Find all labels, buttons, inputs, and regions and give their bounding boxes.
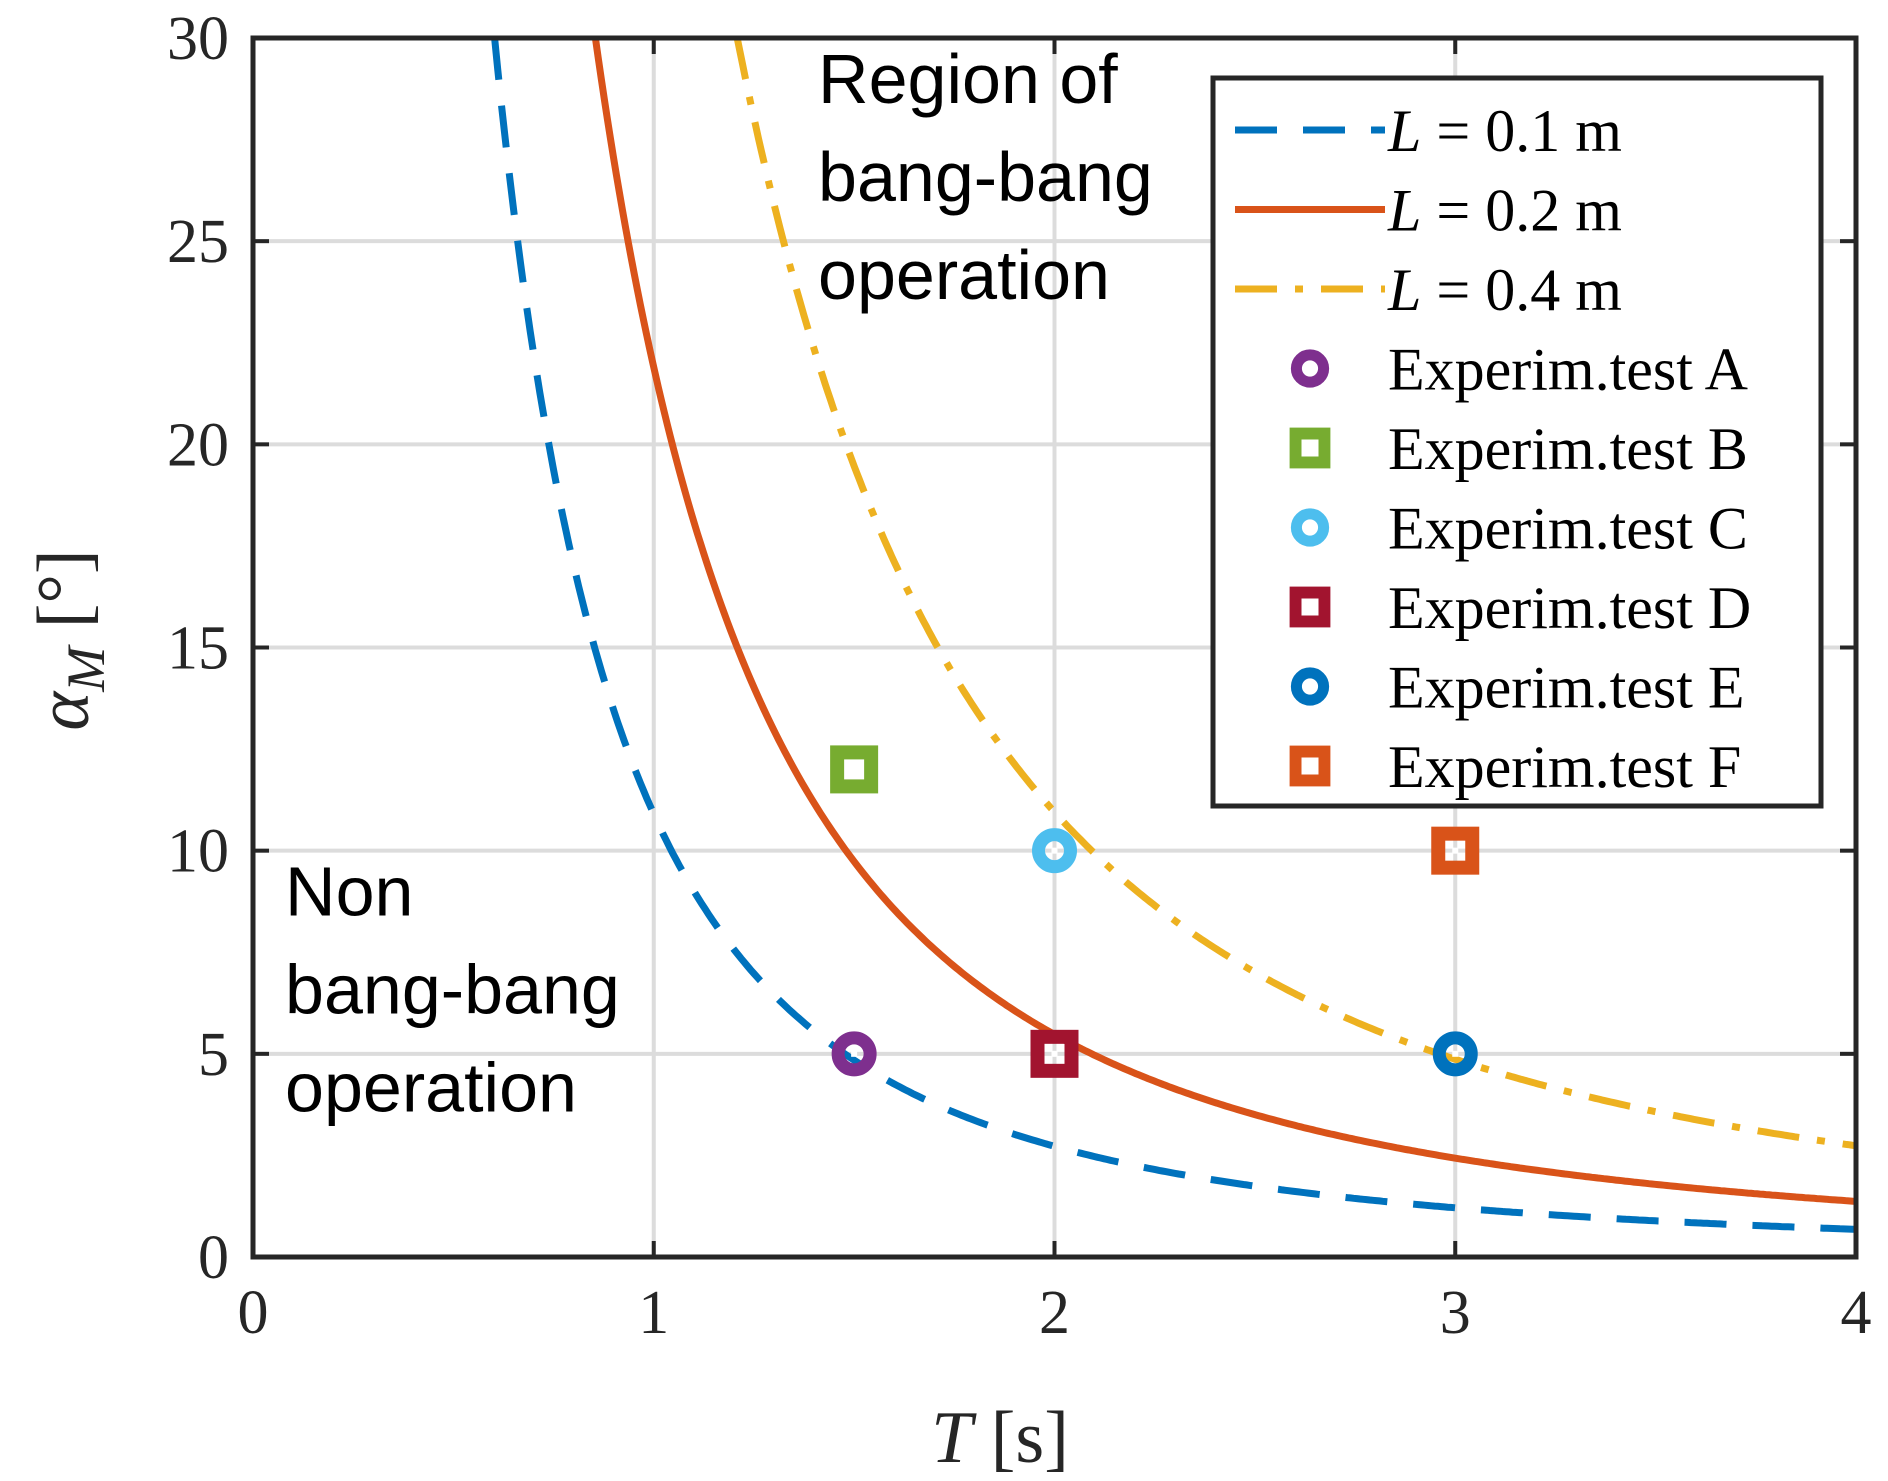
annotation-line: Non [285, 853, 413, 931]
x-tick-label: 4 [1841, 1279, 1872, 1347]
data-point [1432, 1031, 1478, 1077]
point-marker [1289, 586, 1331, 628]
series-line [491, 37, 1857, 1233]
legend-marker [1290, 508, 1330, 547]
data-point [1030, 1029, 1079, 1078]
point-marker-center [1307, 524, 1313, 531]
data-point [1032, 828, 1077, 874]
legend-label: Experim.test D [1388, 575, 1751, 641]
point-marker [1030, 1029, 1079, 1078]
legend-label: Experim.test C [1388, 496, 1748, 562]
data-point [830, 745, 879, 794]
legend-marker [1289, 427, 1331, 469]
point-marker-center [1452, 1050, 1459, 1057]
legend-marker [1290, 667, 1330, 706]
legend-variable: L [1387, 257, 1421, 323]
y-axis-variable: α [23, 690, 105, 731]
y-axis-label: αM [°] [23, 549, 116, 730]
legend-label: L = 0.1 m [1387, 98, 1622, 164]
legend-variable: L [1387, 98, 1421, 164]
y-tick-label: 5 [198, 1021, 229, 1089]
data-point [831, 1031, 877, 1077]
point-marker [1289, 745, 1331, 787]
point-marker [1290, 508, 1330, 547]
y-tick-label: 10 [167, 818, 229, 886]
data-point [1431, 826, 1480, 875]
point-marker-center [851, 766, 858, 773]
y-tick-label: 0 [198, 1224, 229, 1292]
annotation-line: operation [818, 236, 1110, 314]
y-tick-label: 25 [167, 208, 229, 276]
point-marker-center [1307, 445, 1313, 451]
point-marker-center [1307, 365, 1313, 372]
legend-label: L = 0.4 m [1387, 257, 1622, 323]
legend-marker [1290, 349, 1330, 388]
legend-marker [1289, 745, 1331, 787]
point-marker [1032, 828, 1077, 874]
point-marker [1432, 1031, 1478, 1077]
legend-label: Experim.test B [1388, 416, 1748, 482]
point-marker [831, 1031, 877, 1077]
point-marker-center [1051, 1050, 1058, 1057]
point-marker [1290, 349, 1330, 388]
point-marker-center [1307, 604, 1313, 610]
legend-value: = 0.4 m [1421, 257, 1622, 323]
annotation-line: Region of [818, 40, 1118, 118]
y-tick-label: 15 [167, 615, 229, 683]
point-marker-center [1307, 683, 1313, 690]
legend: L = 0.1 mL = 0.2 mL = 0.4 mExperim.test … [1210, 75, 1824, 809]
y-axis-subscript: M [56, 644, 116, 693]
point-marker [1290, 667, 1330, 706]
axis-ticks: 0 1 2 3 4 0 5 10 15 20 25 30 [167, 5, 1872, 1347]
point-marker-center [1452, 847, 1459, 854]
x-axis-label: T [s] [931, 1397, 1069, 1479]
x-tick-label: 2 [1039, 1279, 1070, 1347]
legend-label: Experim.test E [1388, 655, 1745, 721]
point-marker [1289, 427, 1331, 469]
annotation-bang-bang-region: Region of bang-bang operation [818, 40, 1172, 314]
annotation-line: bang-bang [285, 951, 620, 1029]
point-marker-center [851, 1050, 858, 1057]
series-line [733, 37, 1857, 1150]
annotation-line: operation [285, 1049, 577, 1127]
point-marker-center [1307, 763, 1313, 769]
x-tick-label: 1 [638, 1279, 669, 1347]
legend-value: = 0.2 m [1421, 178, 1622, 244]
data-points [830, 745, 1480, 1078]
x-tick-label: 3 [1440, 1279, 1471, 1347]
legend-label: L = 0.2 m [1387, 178, 1622, 244]
x-tick-label: 0 [238, 1279, 269, 1347]
y-tick-label: 20 [167, 411, 229, 479]
legend-label: Experim.test A [1388, 337, 1748, 403]
point-marker [1431, 826, 1480, 875]
legend-variable: L [1387, 178, 1421, 244]
series-line [591, 37, 1857, 1205]
legend-box [1210, 75, 1824, 809]
annotation-non-bang-bang-region: Non bang-bang operation [285, 853, 639, 1127]
legend-marker [1289, 586, 1331, 628]
y-axis-unit: [°] [23, 549, 105, 646]
point-marker-center [1051, 847, 1058, 854]
annotation-line: bang-bang [818, 138, 1153, 216]
point-marker [830, 745, 879, 794]
legend-label: Experim.test F [1388, 734, 1741, 800]
x-axis-variable: T [931, 1397, 977, 1479]
legend-value: = 0.1 m [1421, 98, 1622, 164]
y-tick-label: 30 [167, 5, 229, 73]
x-axis-unit: [s] [972, 1397, 1069, 1479]
curves [491, 37, 1857, 1233]
